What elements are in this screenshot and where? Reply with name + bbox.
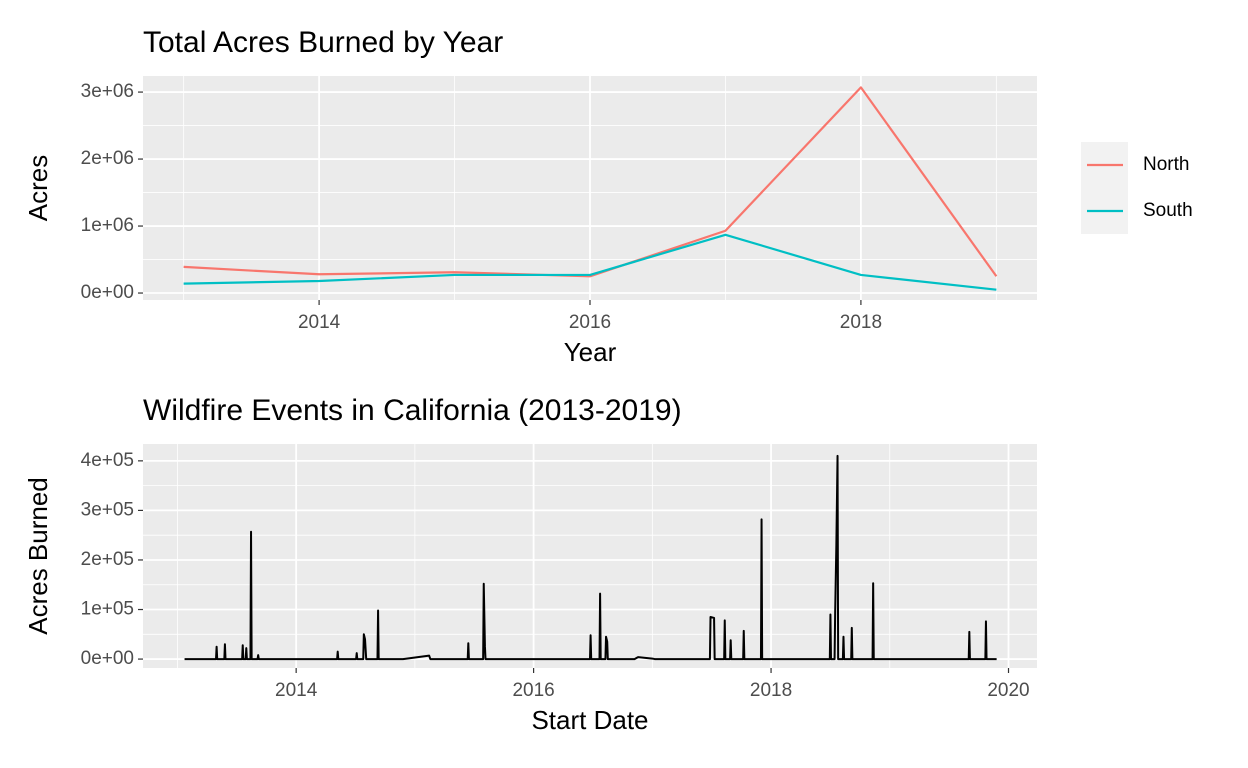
y-tick-label: 4e+05 (81, 450, 134, 471)
chart-panel: 0e+00 1e+06 2e+06 3e+06 2014 2016 2018 Total Ac… (23, 26, 1193, 367)
x-tick-label: 2014 (275, 680, 318, 701)
x-tick-label: 2020 (987, 680, 1029, 701)
data-line (183, 86, 998, 278)
x-tick-label: 2018 (750, 680, 792, 701)
legend-label: North (1143, 154, 1189, 175)
plot-background (143, 444, 1037, 668)
data-line (184, 454, 997, 661)
legend-keys-background (1081, 142, 1128, 234)
legend-label: South (1143, 200, 1193, 221)
y-tick-label: 3e+05 (81, 499, 134, 520)
x-tick-label: 2014 (298, 312, 341, 333)
x-axis-title: Year (564, 337, 617, 367)
chart-title: Total Acres Burned by Year (143, 26, 503, 59)
y-axis-title: Acres Burned (23, 477, 53, 635)
y-tick-label: 1e+06 (81, 215, 134, 236)
chart-panel: 0e+00 1e+05 2e+05 3e+05 4e+05 2014 2016 2018 202… (23, 394, 1037, 735)
y-tick-label: 3e+06 (81, 81, 134, 102)
y-tick-label: 1e+05 (81, 599, 134, 620)
x-tick-label: 2018 (840, 312, 882, 333)
data-line (183, 233, 997, 291)
chart-title: Wildfire Events in California (2013-2019… (143, 394, 682, 427)
x-tick-label: 2016 (512, 680, 554, 701)
x-tick-label: 2016 (569, 312, 611, 333)
x-axis-title: Start Date (531, 705, 648, 735)
y-tick-label: 2e+06 (81, 148, 134, 169)
legend: North South (1081, 142, 1193, 234)
y-tick-label: 0e+00 (81, 648, 134, 669)
y-tick-label: 0e+00 (81, 282, 134, 303)
y-tick-label: 2e+05 (81, 549, 134, 570)
y-axis-title: Acres (23, 155, 53, 221)
